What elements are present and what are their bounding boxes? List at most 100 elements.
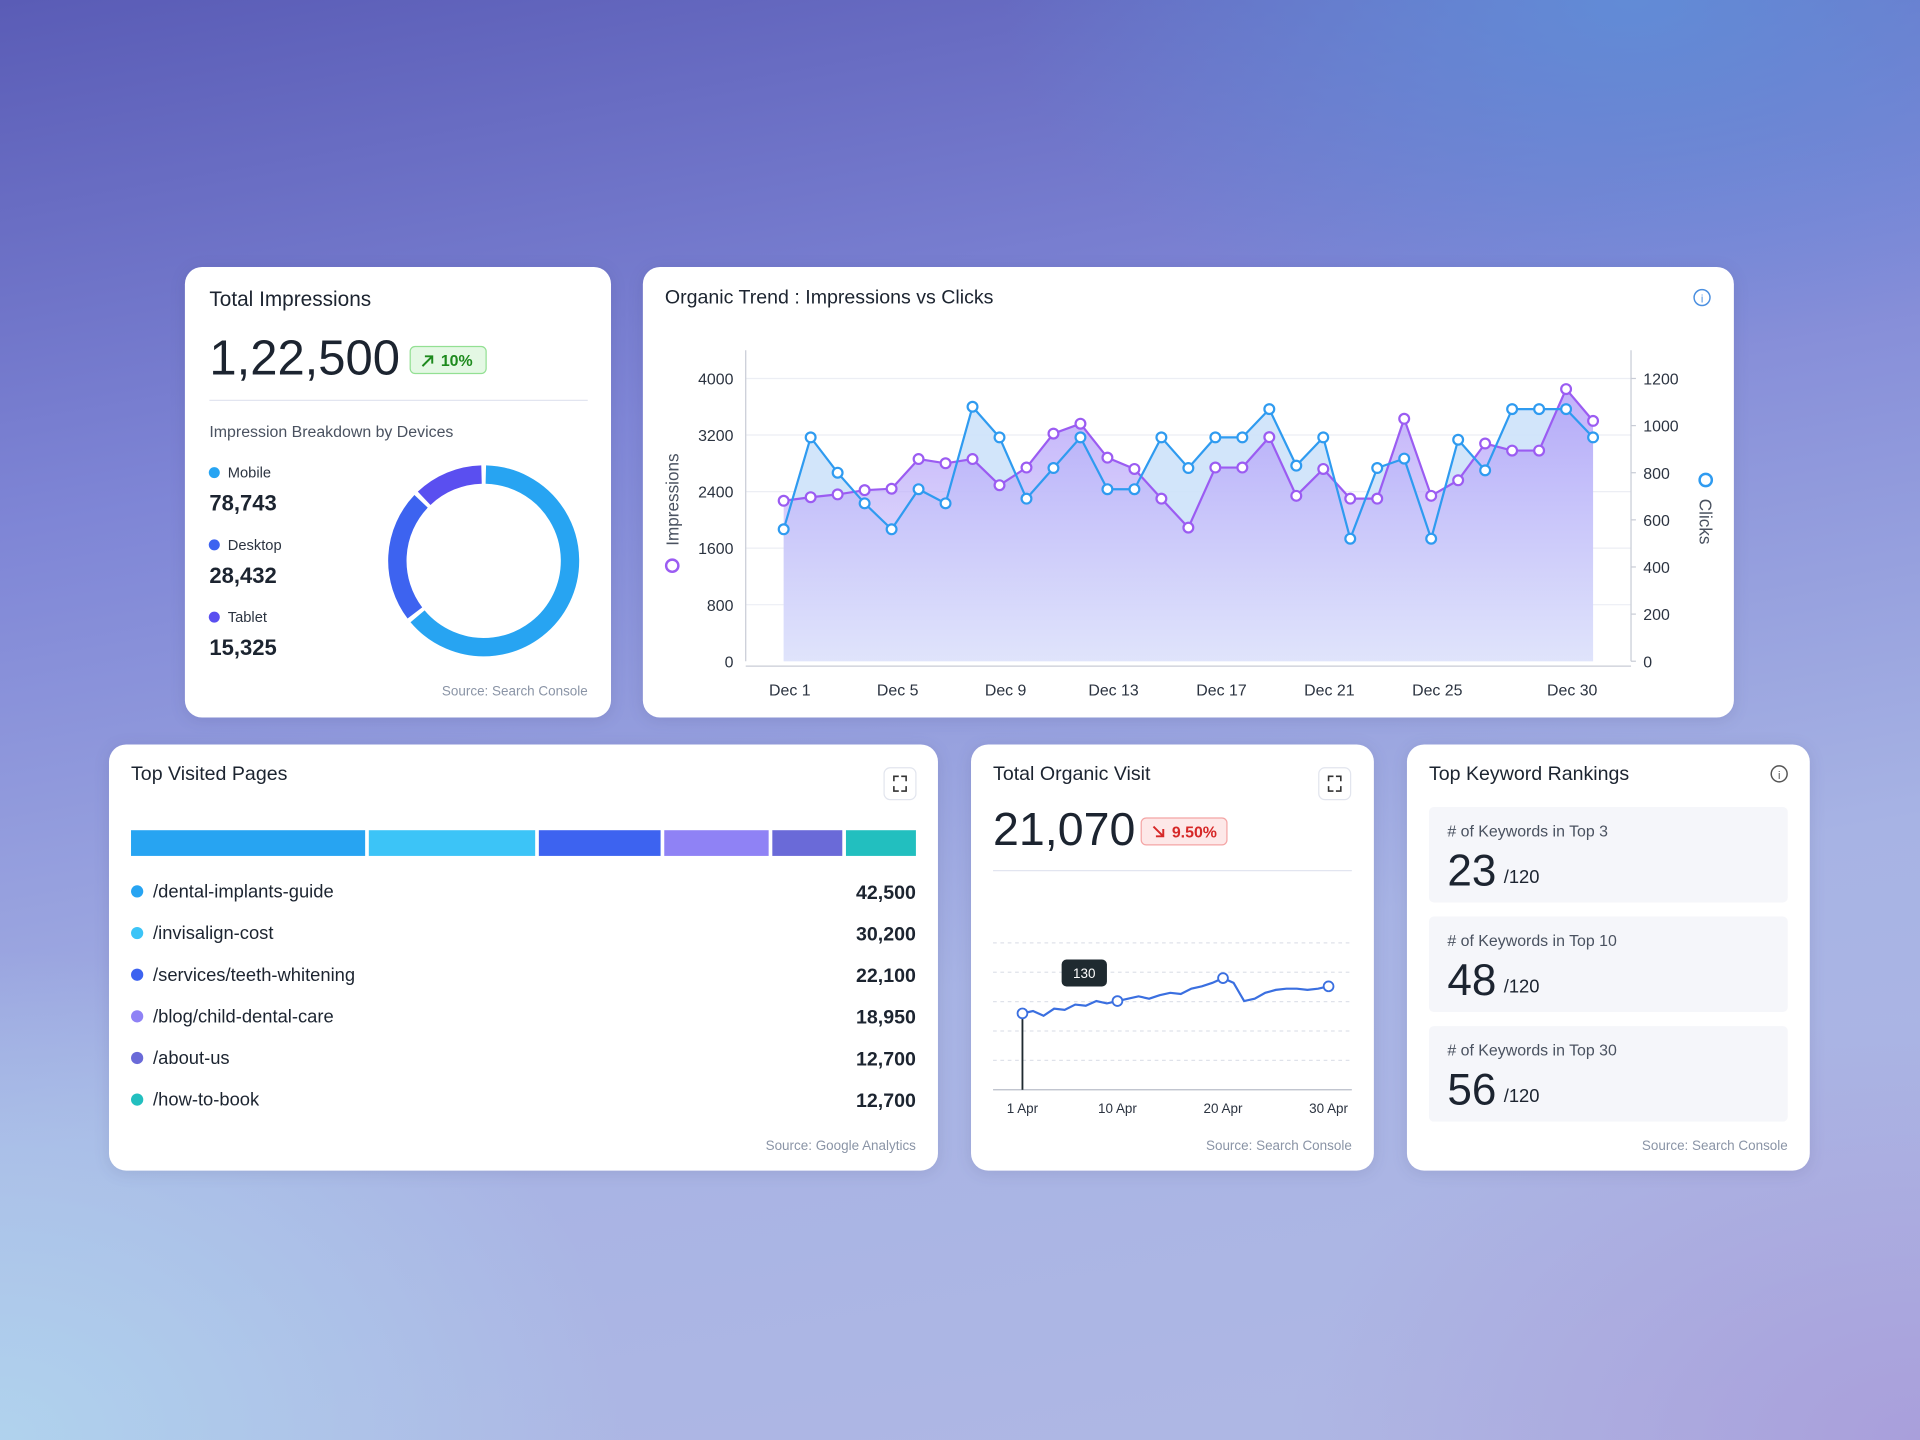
- stacked-segment: [368, 830, 536, 856]
- ranking-box: [1428, 916, 1788, 1013]
- up-arrow-icon: [421, 355, 434, 367]
- data-point: [1425, 532, 1438, 545]
- data-point: [1398, 452, 1411, 465]
- data-point: [912, 483, 925, 496]
- page-visits: 18,950: [856, 1007, 916, 1029]
- data-point: [1425, 489, 1438, 502]
- data-point: [1263, 431, 1276, 444]
- x-tick-label: 20 Apr: [1204, 1101, 1243, 1116]
- y-tick-label: 2400: [698, 485, 734, 502]
- expand-button[interactable]: [1318, 767, 1352, 801]
- stacked-segment: [772, 830, 843, 856]
- ranking-box: [1428, 1026, 1788, 1122]
- data-point: [885, 482, 898, 495]
- page-visits: 22,100: [856, 965, 916, 987]
- ranking-value: 23: [1447, 846, 1496, 895]
- data-point: [1217, 972, 1229, 984]
- legend-value: 15,325: [209, 635, 276, 660]
- donut-segment: [410, 465, 580, 657]
- data-point: [912, 453, 925, 466]
- source: Source: Search Console: [1206, 1138, 1352, 1153]
- data-point: [858, 497, 871, 510]
- card-title: Total Organic Visit: [993, 763, 1151, 785]
- data-point: [966, 453, 979, 466]
- data-point: [939, 497, 952, 510]
- data-point: [1506, 403, 1519, 416]
- data-point: [804, 491, 817, 504]
- change-badge: [1140, 817, 1228, 846]
- data-point: [1452, 433, 1465, 446]
- page-path: /about-us: [153, 1047, 230, 1068]
- data-point: [858, 484, 871, 497]
- ranking-box: [1428, 806, 1788, 903]
- x-tick-label: Dec 1: [769, 683, 811, 700]
- data-point: [777, 494, 790, 507]
- data-point: [966, 400, 979, 413]
- expand-icon: [1327, 775, 1342, 792]
- visit-card: [971, 744, 1374, 1171]
- subtitle: Impression Breakdown by Devices: [209, 424, 453, 441]
- legend-dot: [131, 885, 144, 898]
- data-point: [1101, 451, 1114, 464]
- x-tick-label: Dec 17: [1196, 683, 1247, 700]
- card-title: Top Keyword Rankings: [1429, 763, 1629, 785]
- data-point: [1047, 462, 1060, 475]
- stacked-segment: [664, 830, 769, 856]
- data-point: [1398, 412, 1411, 425]
- tooltip: [1061, 959, 1107, 987]
- data-point: [1371, 492, 1384, 505]
- x-tick-label: 30 Apr: [1309, 1101, 1348, 1116]
- ranking-total: /120: [1504, 975, 1540, 996]
- legend-marker: [1698, 472, 1714, 488]
- data-point: [1587, 431, 1600, 444]
- y2-tick-label: 200: [1643, 607, 1670, 624]
- ranking-label: # of Keywords in Top 10: [1447, 933, 1617, 950]
- ranking-value: 56: [1447, 1065, 1496, 1114]
- legend-label: Impressions: [662, 453, 682, 545]
- y2-tick-label: 1200: [1643, 372, 1679, 389]
- x-tick-label: Dec 9: [985, 683, 1027, 700]
- legend-dot: [208, 539, 220, 551]
- legend-label: Clicks: [1696, 499, 1716, 545]
- expand-box[interactable]: [883, 767, 917, 801]
- ranking-total: /120: [1504, 866, 1540, 887]
- page-visits: 12,700: [856, 1048, 916, 1070]
- data-point: [1290, 459, 1303, 472]
- legend-dot: [131, 926, 144, 940]
- data-point: [1182, 521, 1195, 534]
- y2-tick-label: 400: [1643, 560, 1670, 577]
- info-icon[interactable]: [1693, 288, 1711, 307]
- expand-button[interactable]: [883, 767, 917, 801]
- stacked-segment: [131, 830, 366, 856]
- data-point: [1452, 474, 1465, 487]
- data-point: [1209, 461, 1222, 474]
- expand-icon: [893, 775, 907, 792]
- page-visits: 42,500: [856, 882, 916, 904]
- data-point: [939, 457, 952, 470]
- ranking-value: 48: [1447, 956, 1496, 1005]
- legend-dot: [208, 467, 220, 479]
- x-tick-label: Dec 5: [877, 683, 919, 700]
- data-point: [804, 431, 817, 444]
- stacked-segment: [845, 830, 916, 856]
- data-point: [1263, 403, 1276, 416]
- change-badge: [409, 345, 487, 375]
- source: Source: Search Console: [1642, 1138, 1788, 1153]
- legend-dot: [131, 968, 144, 981]
- data-point: [1533, 444, 1546, 457]
- data-point: [1587, 414, 1600, 427]
- data-point: [993, 479, 1006, 492]
- page-path: /services/teeth-whitening: [153, 964, 355, 985]
- data-point: [831, 488, 844, 501]
- data-point: [777, 523, 790, 536]
- data-point: [1047, 427, 1060, 440]
- page-path: /invisalign-cost: [153, 922, 273, 943]
- y2-tick-label: 1000: [1643, 419, 1679, 436]
- info-icon[interactable]: [1770, 765, 1788, 783]
- y-tick-label: 3200: [698, 428, 734, 445]
- expand-box[interactable]: [1318, 767, 1352, 801]
- data-point: [1322, 980, 1335, 993]
- x-tick-label: 10 Apr: [1098, 1101, 1137, 1116]
